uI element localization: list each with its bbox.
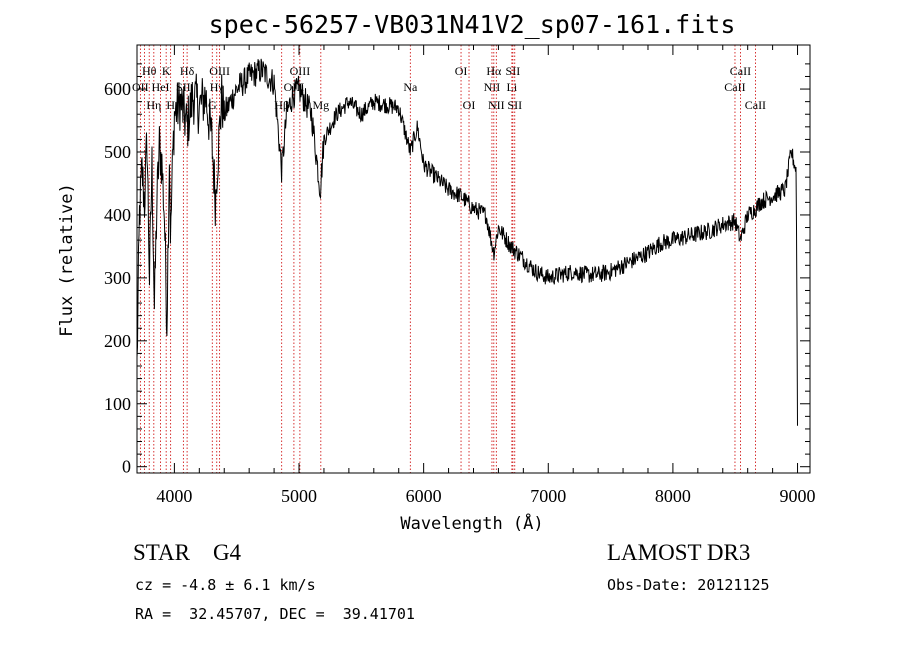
spectral-line-label: NII xyxy=(484,80,501,94)
spectrum-series-line xyxy=(136,58,798,426)
spectral-line-label: K xyxy=(162,64,171,78)
spectral-line-label: Na xyxy=(403,80,418,94)
spectral-line-label: OII xyxy=(132,80,149,94)
spectral-line-label: Li xyxy=(507,80,518,94)
spectral-line-label: SII xyxy=(506,64,521,78)
spectral-line-label: Hβ xyxy=(274,98,289,112)
spectral-line-label: CaII xyxy=(730,64,751,78)
spectral-line-label: CaII xyxy=(724,80,745,94)
spectral-line-label: Mg xyxy=(312,98,329,112)
x-tick-label: 9000 xyxy=(780,486,816,506)
spectral-line-label: Hθ xyxy=(142,64,157,78)
spectral-line-label: G xyxy=(208,98,217,112)
survey-name: LAMOST DR3 xyxy=(607,540,751,565)
spectral-line-label: Hα xyxy=(486,64,502,78)
y-axis-label: Flux (relative) xyxy=(57,183,77,337)
spectral-lines-layer: OIIHθHηHeIKHSIIHδGHγOIIIHβOIIIOIIIMgNaOI… xyxy=(132,45,766,473)
chart-title: spec-56257-VB031N41V2_sp07-161.fits xyxy=(209,10,736,39)
x-axis-label: Wavelength (Å) xyxy=(400,512,543,534)
spectral-line-label: CaII xyxy=(745,98,766,112)
spectral-line-label: NII xyxy=(488,98,505,112)
x-tick-label: 8000 xyxy=(655,486,691,506)
y-tick-label: 200 xyxy=(104,331,131,351)
spectral-line-label: H xyxy=(166,98,175,112)
spectral-line-label: HeI xyxy=(152,80,170,94)
spectral-line-label: OI xyxy=(455,64,468,78)
y-tick-label: 400 xyxy=(104,205,131,225)
redshift-velocity: cz = -4.8 ± 6.1 km/s xyxy=(135,576,316,594)
y-tick-label: 0 xyxy=(122,457,131,477)
y-tick-label: 300 xyxy=(104,268,131,288)
y-tick-label: 500 xyxy=(104,142,131,162)
spectral-line-label: Hδ xyxy=(180,64,195,78)
coordinates: RA = 32.45707, DEC = 39.41701 xyxy=(135,605,415,623)
y-tick-label: 100 xyxy=(104,394,131,414)
spectral-line-label: Hη xyxy=(146,98,161,112)
series-layer xyxy=(136,58,798,426)
object-class: STAR G4 xyxy=(133,540,242,565)
spectral-line-label: OI xyxy=(463,98,476,112)
spectral-line-label: Hγ xyxy=(210,80,225,94)
x-tick-label: 4000 xyxy=(156,486,192,506)
spectral-line-label: SII xyxy=(507,98,522,112)
x-tick-label: 6000 xyxy=(406,486,442,506)
spectral-line-label: OIII xyxy=(290,64,311,78)
x-tick-label: 5000 xyxy=(281,486,317,506)
y-tick-label: 600 xyxy=(104,79,131,99)
x-tick-label: 7000 xyxy=(530,486,566,506)
observation-date: Obs-Date: 20121125 xyxy=(607,576,770,594)
spectral-line-label: OIII xyxy=(209,64,230,78)
ticks-layer: 4000 5000 6000 7000 8000 9000 0 100 200 300 400 500… xyxy=(104,45,816,506)
